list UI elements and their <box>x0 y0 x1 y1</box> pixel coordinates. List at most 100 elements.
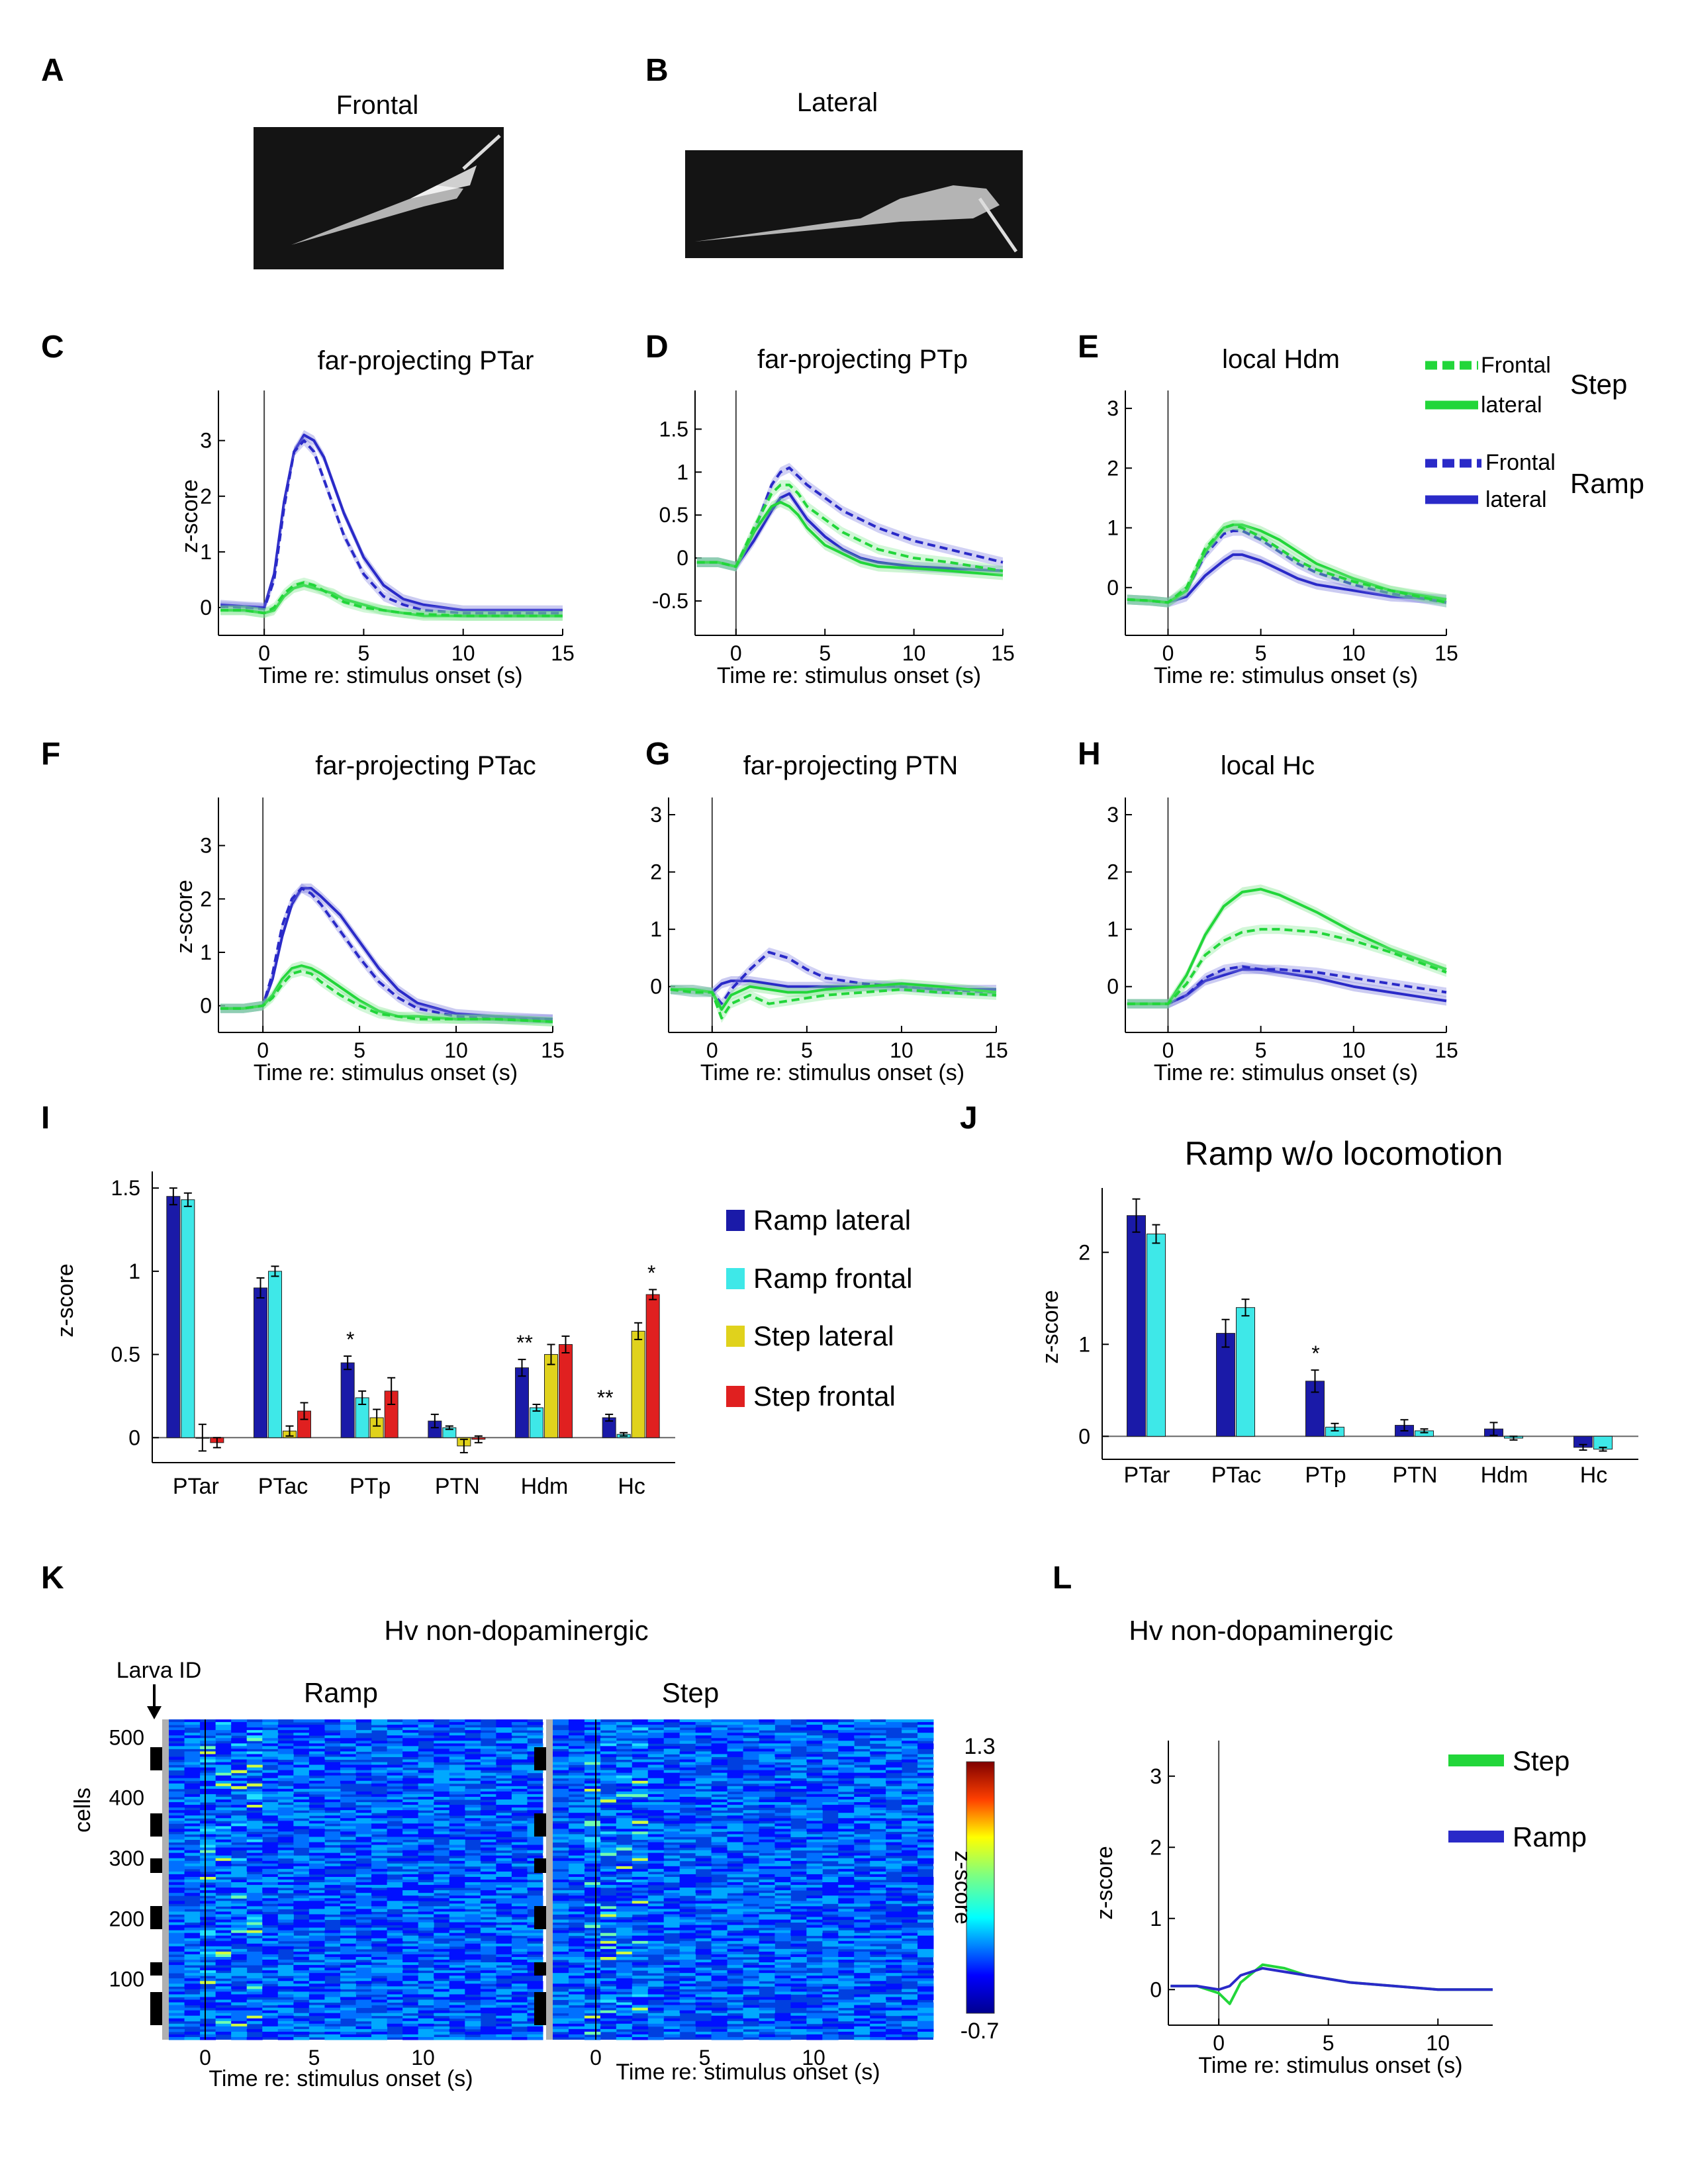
plot-c-series-step-frontal <box>220 581 563 617</box>
heatmap-step-cell <box>711 1805 728 1808</box>
heatmap-ramp-cell <box>480 1965 496 1968</box>
plot-f-band-ramp-frontal <box>220 884 553 1024</box>
heatmap-ramp-cell <box>308 2013 325 2017</box>
heatmap-step-cell <box>663 1895 680 1899</box>
heatmap-step-cell <box>759 1818 775 1821</box>
heatmap-ramp-cell <box>246 1880 263 1883</box>
heatmap-ramp-cell <box>169 1847 185 1851</box>
heatmap-ramp-cell <box>387 1791 403 1795</box>
heatmap-ramp-cell <box>418 1778 434 1782</box>
heatmap-ramp-cell <box>449 1922 465 1926</box>
heatmap-step-cell <box>870 1852 886 1856</box>
heatmap-step-cell <box>759 1754 775 1757</box>
heatmap-step-cell <box>568 1978 585 1981</box>
heatmap-step-cell <box>917 2021 934 2025</box>
colorbar-min-label: -0.7 <box>961 2019 1000 2044</box>
heatmap-ramp-cell <box>418 1762 434 1766</box>
heatmap-step-cell <box>822 1948 839 1952</box>
heatmap-ramp-cell <box>355 1925 372 1929</box>
heatmap-ramp-cell <box>434 1834 450 1837</box>
heatmap-ramp-cell <box>262 1855 279 1859</box>
plot-h-band-ramp-lateral <box>1127 964 1446 1009</box>
heatmap-ramp-cell <box>308 1826 325 1829</box>
heatmap-ramp-cell <box>324 1901 341 1904</box>
heatmap-ramp-cell <box>402 1818 419 1821</box>
heatmap-step-cell <box>632 1735 649 1739</box>
heatmap-step-cell <box>917 1927 934 1931</box>
heatmap-step-cell <box>553 1911 569 1915</box>
heatmap-ramp-cell <box>246 1778 263 1782</box>
heatmap-ramp-cell <box>355 1901 372 1904</box>
heatmap-ramp-cell <box>340 1749 356 1752</box>
heatmap-step-cell <box>822 1962 839 1966</box>
heatmap-step-cell <box>838 1786 855 1790</box>
heatmap-ramp-cell <box>200 1943 216 1947</box>
heatmap-ramp-cell <box>355 1911 372 1915</box>
heatmap-ramp-cell <box>511 1780 528 1784</box>
heatmap-ramp-cell <box>355 1956 372 1960</box>
heatmap-ramp-cell <box>262 1956 279 1960</box>
heatmap-step-cell <box>870 1976 886 1979</box>
heatmap-ramp-cell <box>496 2026 512 2030</box>
heatmap-step-cell <box>584 1968 601 1971</box>
heatmap-step-cell <box>663 2018 680 2022</box>
heatmap-step-cell <box>774 1890 791 1893</box>
heatmap-step-cell <box>806 1981 823 1984</box>
heatmap-step-cell <box>822 1898 839 1901</box>
heatmap-ramp-cell <box>293 1858 310 1862</box>
heatmap-step-cell <box>774 1746 791 1749</box>
heatmap-ramp-cell <box>511 1738 528 1741</box>
heatmap-step-cell <box>695 1973 712 1976</box>
heatmap-step-cell <box>759 1965 775 1968</box>
heatmap-ramp-cell <box>371 1829 388 1832</box>
heatmap-ramp-cell <box>496 1815 512 1819</box>
heatmap-step-cell <box>870 1735 886 1739</box>
heatmap-step-cell <box>632 1733 649 1736</box>
heatmap-step-cell <box>806 1821 823 1824</box>
heatmap-step-cell <box>870 1997 886 2000</box>
heatmap-ramp-cell <box>231 1746 248 1749</box>
heatmap-step-cell <box>727 1725 743 1728</box>
heatmap-ramp-cell <box>340 1764 356 1768</box>
heatmap-step-cell <box>679 1973 696 1976</box>
heatmap-ramp-cell <box>308 1821 325 1824</box>
heatmap-ramp-cell <box>246 1973 263 1976</box>
heatmap-ramp-cell <box>480 1788 496 1792</box>
heatmap-ramp-cell <box>293 1989 310 1992</box>
heatmap-ramp-cell <box>308 1933 325 1936</box>
heatmap-ramp-cell <box>402 2010 419 2014</box>
heatmap-step-cell <box>870 1749 886 1752</box>
heatmap-step-cell <box>917 1997 934 2000</box>
heatmap-ramp-cell <box>246 2007 263 2011</box>
heatmap-ramp-cell <box>246 1938 263 1942</box>
heatmap-step-cell <box>806 1796 823 1800</box>
heatmap-step-cell <box>695 1722 712 1725</box>
heatmap-ramp-cell <box>184 1810 201 1813</box>
heatmap-ramp-cell <box>184 1876 201 1880</box>
heatmap-step-cell <box>584 1719 601 1723</box>
heatmap-ramp-cell <box>449 1741 465 1744</box>
heatmap-ramp-cell <box>324 1826 341 1829</box>
heatmap-ramp-cell <box>169 1981 185 1984</box>
heatmap-ramp-cell <box>277 1818 294 1821</box>
heatmap-ramp-cell <box>449 2007 465 2011</box>
heatmap-step-cell <box>568 1938 585 1942</box>
heatmap-ramp-cell <box>511 1895 528 1899</box>
heatmap-step-cell <box>759 1786 775 1790</box>
heatmap-step-cell <box>917 1727 934 1731</box>
heatmap-ramp-cell <box>246 1759 263 1763</box>
heatmap-ramp-cell <box>184 2002 201 2006</box>
plot-d-series-ramp-frontal <box>696 466 1004 569</box>
heatmap-step-cell <box>647 1994 665 1997</box>
plot-f-y-tick-label: 2 <box>200 887 212 911</box>
heatmap-step-cell <box>854 1855 870 1859</box>
heatmap-ramp-cell <box>449 1911 465 1915</box>
heatmap-step-cell <box>711 1888 728 1891</box>
bar-i-significance-marker: * <box>346 1328 354 1351</box>
heatmap-step-cell <box>806 1903 823 1907</box>
heatmap-step-cell <box>727 1951 743 1955</box>
heatmap-ramp-cell <box>262 1951 279 1955</box>
heatmap-step-cell <box>600 1885 617 1888</box>
heatmap-ramp-cell <box>184 2013 201 2017</box>
heatmap-ramp-cell <box>277 1876 294 1880</box>
